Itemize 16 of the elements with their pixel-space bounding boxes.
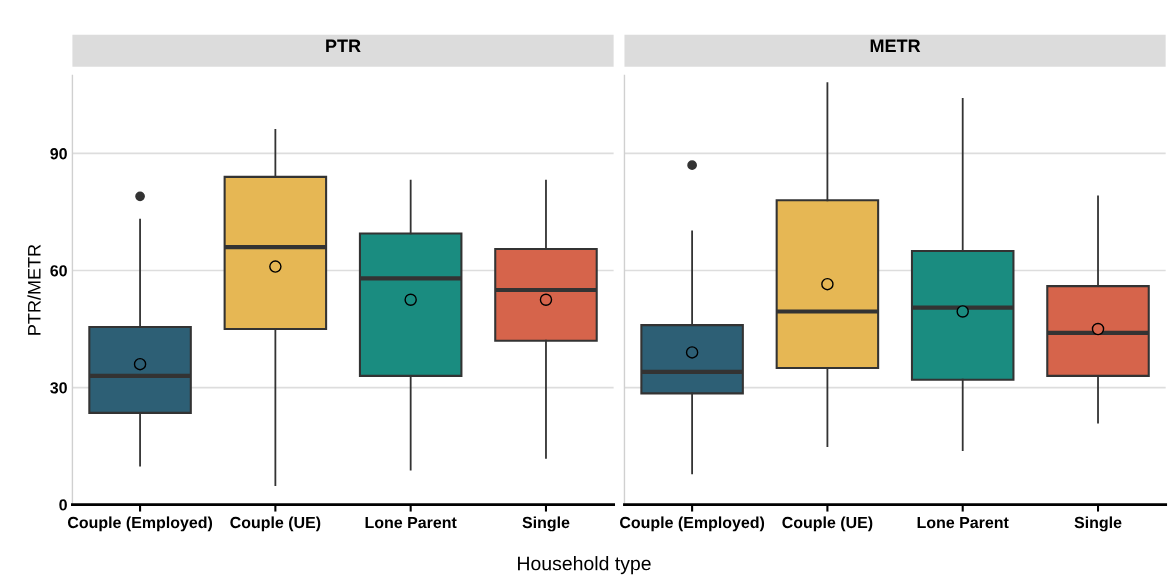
y-axis-title: PTR/METR [27,244,41,335]
x-tick-label: Couple (UE) [782,516,873,532]
chart-title: PTR [326,39,361,53]
y-tick-label: 60 [50,265,67,277]
y-tick-label: 30 [50,382,67,394]
x-tick-label: Lone Parent [917,516,1009,529]
x-tick-label: Couple (Employed) [620,516,765,532]
x-tick-label: Lone Parent [365,516,457,529]
x-tick-label: Single [522,516,570,532]
x-axis-title: Household type [518,556,651,575]
x-tick-label: Single [1074,516,1122,532]
y-tick-label: 90 [50,148,67,160]
x-tick-label: Couple (UE) [230,516,321,532]
x-tick-label: Couple (Employed) [67,516,213,532]
chart-title: METR [870,39,921,53]
y-tick-label: 0 [59,499,67,511]
